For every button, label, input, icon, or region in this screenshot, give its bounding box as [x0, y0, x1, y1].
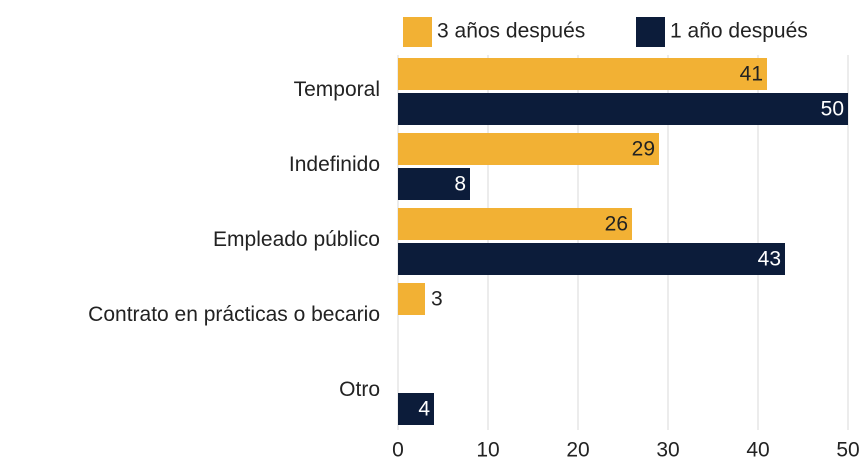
data-label: 29	[632, 138, 655, 161]
category-label: Indefinido	[289, 153, 380, 176]
legend-label: 3 años después	[437, 20, 585, 43]
category-label: Otro	[339, 378, 380, 401]
legend-swatch	[636, 17, 665, 47]
x-tick-label: 0	[392, 439, 404, 462]
data-label: 41	[740, 63, 763, 86]
bar	[398, 133, 659, 165]
legend-label: 1 año después	[670, 20, 808, 43]
data-label: 43	[758, 248, 781, 271]
x-tick-label: 40	[746, 439, 769, 462]
bar	[398, 243, 785, 275]
data-label: 26	[605, 213, 628, 236]
data-label: 50	[821, 98, 844, 121]
category-label: Empleado público	[213, 228, 380, 251]
bar	[398, 168, 470, 200]
data-label: 4	[418, 398, 430, 421]
bar	[398, 93, 848, 125]
data-label: 3	[431, 288, 443, 311]
bar	[398, 208, 632, 240]
bar	[398, 393, 434, 425]
bar	[398, 58, 767, 90]
x-tick-label: 10	[476, 439, 499, 462]
data-label: 8	[454, 173, 466, 196]
legend-swatch	[403, 17, 432, 47]
bar	[398, 283, 425, 315]
category-label: Contrato en prácticas o becario	[88, 303, 380, 326]
x-tick-label: 20	[566, 439, 589, 462]
x-tick-label: 30	[656, 439, 679, 462]
category-label: Temporal	[294, 78, 380, 101]
x-tick-label: 50	[836, 439, 859, 462]
